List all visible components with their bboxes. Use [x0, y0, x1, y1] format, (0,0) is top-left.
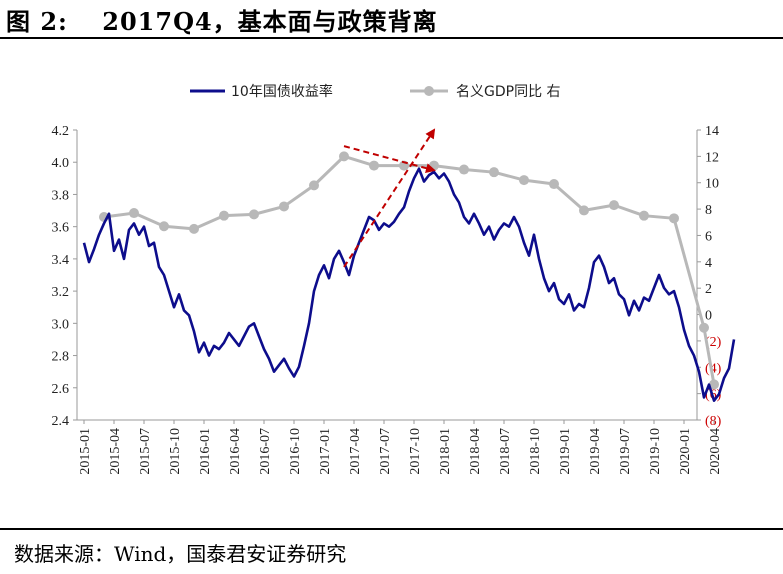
y-left-tick-label: 3.8: [52, 188, 70, 203]
gdp-series-point: [189, 223, 199, 234]
x-tick-label: 2017-07: [378, 428, 393, 475]
gdp-series-point: [429, 160, 439, 171]
x-tick-label: 2019-10: [648, 428, 663, 475]
gdp-series-point: [639, 210, 649, 221]
y-left-tick-label: 2.8: [52, 350, 70, 365]
y-left-tick-label: 3.4: [52, 253, 70, 268]
x-tick-label: 2019-04: [588, 428, 603, 475]
x-tick-label: 2016-10: [288, 428, 303, 475]
trend-arrow: [343, 145, 436, 174]
x-tick-label: 2019-01: [558, 428, 573, 475]
x-tick-label: 2015-01: [78, 428, 93, 475]
x-tick-label: 2016-07: [258, 428, 273, 475]
figure-title: 图 2: 2017Q4，基本面与政策背离: [6, 7, 438, 36]
top-rule: [0, 37, 783, 39]
bottom-rule: [0, 528, 783, 530]
gdp-series-point: [339, 151, 349, 162]
gdp-series-point: [129, 208, 139, 219]
chart-legend: 10年国债收益率 名义GDP同比 右: [190, 83, 561, 100]
y-left-tick-label: 2.6: [52, 382, 70, 397]
annotation-layer: [343, 128, 436, 268]
source-note: 数据来源：Wind，国泰君安证券研究: [14, 542, 347, 566]
trend-arrow: [343, 128, 436, 268]
gdp-series-point: [699, 322, 709, 333]
gdp-series-point: [249, 209, 259, 220]
gdp-series-point: [519, 175, 529, 186]
x-tick-label: 2017-04: [348, 428, 363, 475]
x-tick-label: 2020-01: [678, 428, 693, 475]
gdp-series-point: [709, 379, 719, 390]
gdp-series-point: [459, 164, 469, 175]
gdp-series-point: [549, 179, 559, 190]
x-tick-label: 2015-10: [168, 428, 183, 475]
x-tick-label: 2015-07: [138, 428, 153, 475]
y-right-tick-label: 2: [705, 282, 712, 297]
y-left-tick-label: 3.6: [52, 221, 70, 236]
y-right-tick-label: 10: [705, 177, 719, 192]
gdp-series-point: [579, 205, 589, 216]
y-right-tick-label: 0: [705, 309, 712, 324]
x-tick-label: 2016-04: [228, 428, 243, 475]
y-left-tick-label: 4.2: [52, 124, 70, 139]
y-right-tick-label: 12: [705, 150, 719, 165]
x-tick-label: 2015-04: [108, 428, 123, 475]
x-tick-label: 2017-10: [408, 428, 423, 475]
gdp-series-point: [669, 213, 679, 224]
y-right-tick-label: 6: [705, 229, 712, 244]
y-right-tick-label: (2): [705, 335, 722, 350]
x-tick-label: 2016-01: [198, 428, 213, 475]
gdp-series-point: [309, 180, 319, 191]
x-tick-label: 2018-10: [528, 428, 543, 475]
legend-gdp-marker: [424, 86, 434, 96]
gdp-series-line: [103, 154, 716, 385]
chart-axes: 4.2 4.0 3.8 3.6 3.4 3.2 3.0 2.8 2.6 2.4 14 12 10 8 6 4 2…: [52, 124, 724, 475]
bond-yield-series-line: [82, 167, 736, 402]
y-right-tick-label: 8: [705, 203, 712, 218]
gdp-series-point: [489, 167, 499, 178]
legend-gdp-label: 名义GDP同比 右: [456, 84, 561, 100]
y-right-tick-label: 14: [705, 124, 719, 139]
gdp-series-point: [159, 221, 169, 232]
legend-bond-label: 10年国债收益率: [231, 83, 333, 100]
gdp-series-point: [609, 200, 619, 211]
y-right-tick-label: 4: [705, 256, 712, 271]
x-tick-label: 2018-04: [468, 428, 483, 475]
gdp-series-point: [219, 210, 229, 221]
gdp-series-point: [369, 160, 379, 171]
series-layer: [82, 151, 736, 402]
y-left-tick-label: 3.0: [52, 317, 70, 332]
x-tick-label: 2018-07: [498, 428, 513, 475]
y-left-tick-label: 2.4: [52, 414, 70, 429]
x-tick-label: 2018-01: [438, 428, 453, 475]
y-right-tick-label: (8): [705, 414, 722, 429]
x-tick-label: 2020-04: [708, 428, 723, 475]
x-tick-label: 2017-01: [318, 428, 333, 475]
line-chart: 4.2 4.0 3.8 3.6 3.4 3.2 3.0 2.8 2.6 2.4 14 12 10 8 6 4 2…: [52, 83, 736, 475]
gdp-series-point: [279, 201, 289, 212]
y-left-tick-label: 4.0: [52, 156, 70, 171]
x-tick-label: 2019-07: [618, 428, 633, 475]
y-left-tick-label: 3.2: [52, 285, 70, 300]
